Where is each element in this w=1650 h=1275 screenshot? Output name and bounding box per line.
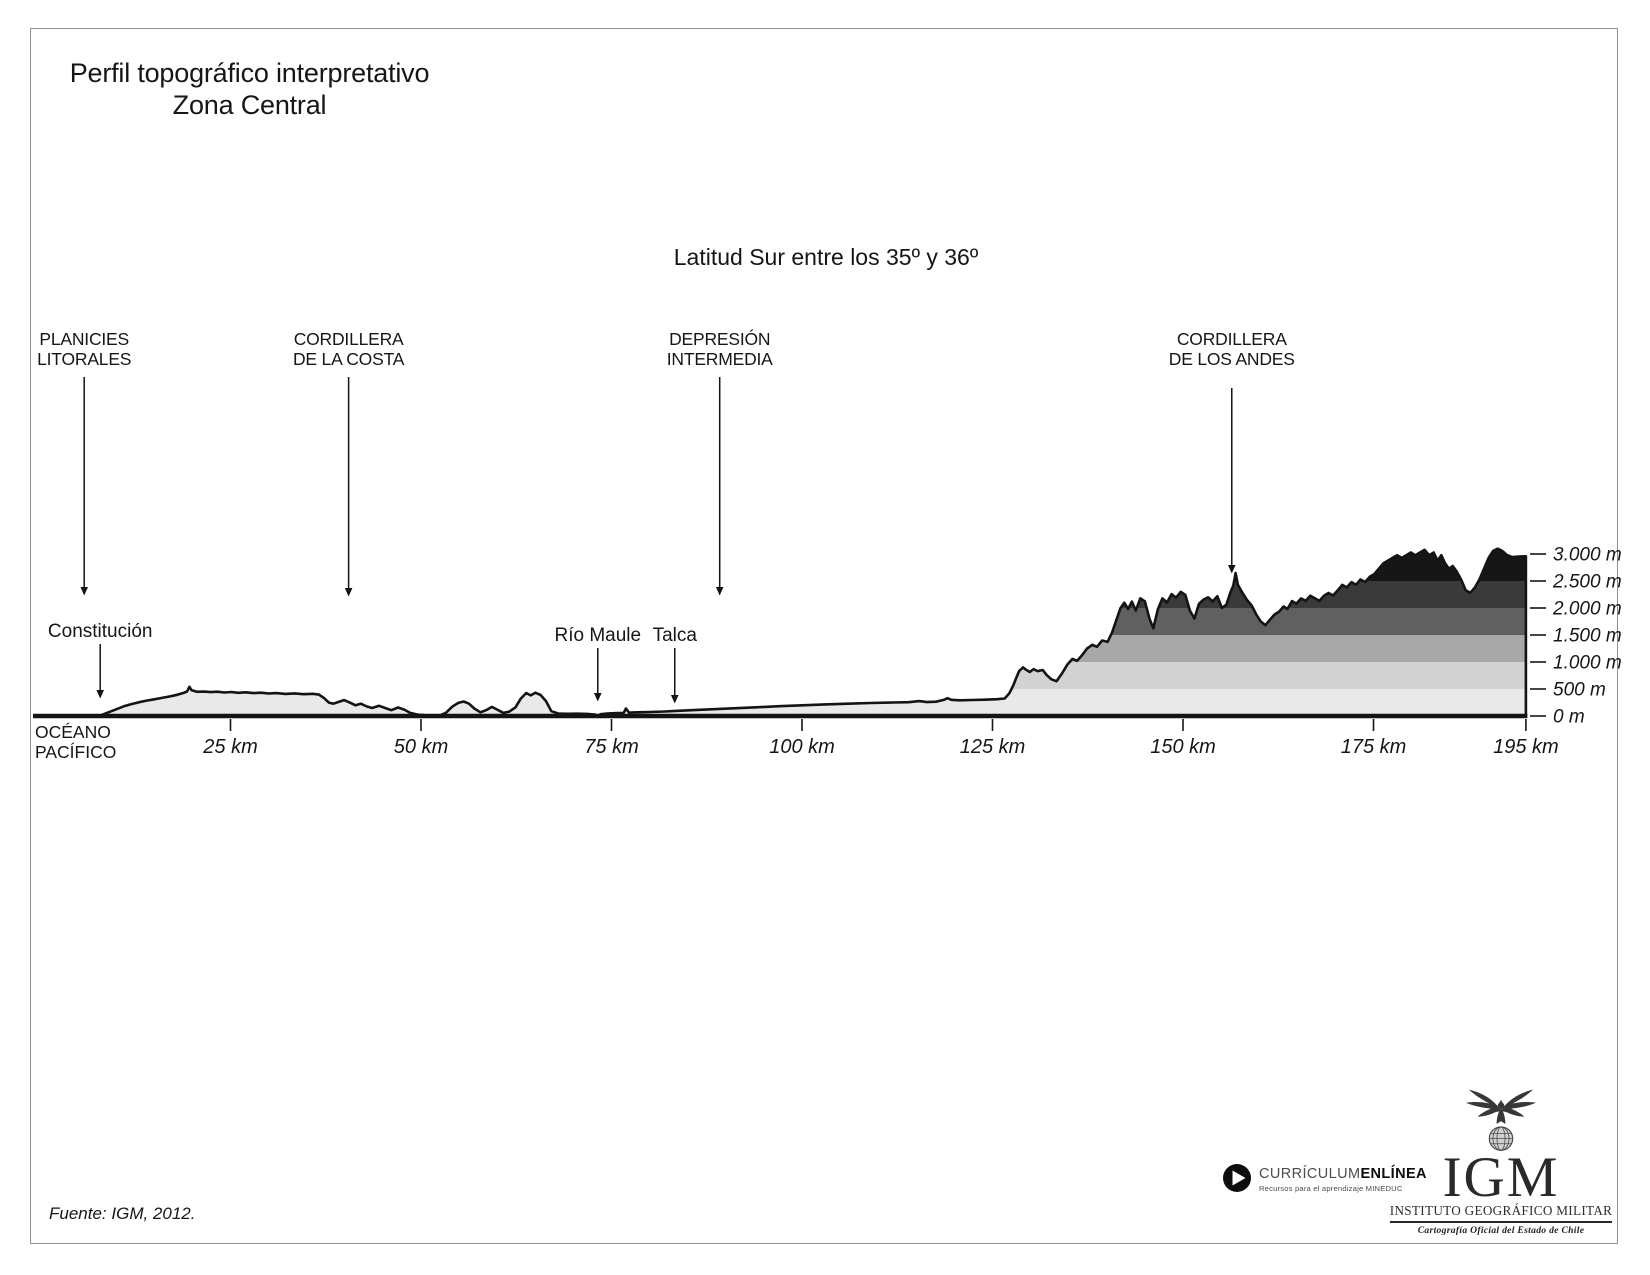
x-axis-tick-label: 50 km	[394, 736, 448, 758]
elevation-band-1000-1500	[99, 635, 1526, 662]
source-note: Fuente: IGM, 2012.	[49, 1204, 196, 1223]
play-circle-icon	[1223, 1164, 1251, 1192]
y-axis-tick-label: 1.500 m	[1553, 626, 1622, 647]
elevation-band-500-1000	[99, 662, 1526, 689]
x-axis-tick-label: 75 km	[584, 736, 638, 758]
enlinea-word: ENLÍNEA	[1360, 1166, 1427, 1182]
region-label-cordillera-de-la-costa: DE LA COSTA	[293, 349, 405, 369]
region-label-cordillera-de-la-costa: CORDILLERA	[294, 329, 404, 349]
elevation-band-2000-2500	[99, 581, 1526, 608]
y-axis-tick-label: 2.000 m	[1552, 599, 1622, 620]
page-title-line1: Perfil topográfico interpretativo	[69, 58, 430, 88]
region-label-cordillera-de-los-andes: CORDILLERA	[1177, 329, 1287, 349]
page-title: Perfil topográfico interpretativo Zona C…	[62, 58, 437, 122]
curriculum-logo-text: CURRÍCULUMENLÍNEA Recursos para el apren…	[1259, 1167, 1427, 1193]
place-label-talca: Talca	[653, 625, 698, 646]
igm-institute-name: INSTITUTO GEOGRÁFICO MILITAR	[1389, 1203, 1613, 1224]
x-axis-tick-label: 150 km	[1150, 736, 1216, 758]
region-label-depresion-intermedia: INTERMEDIA	[667, 349, 773, 369]
igm-tagline: Cartografía Oficial del Estado de Chile	[1417, 1225, 1585, 1237]
y-axis-tick-label: 2.500 m	[1552, 572, 1622, 593]
place-label-constitucion: Constitución	[48, 621, 153, 642]
y-axis-tick-label: 3.000 m	[1553, 545, 1622, 566]
region-label-depresion-intermedia: DEPRESIÓN	[669, 328, 770, 349]
curriculum-tagline: Recursos para el aprendizaje MINEDUC	[1259, 1183, 1403, 1193]
region-label-planicies-litorales: LITORALES	[37, 349, 131, 369]
x-axis-tick-label: 195 km	[1493, 736, 1559, 758]
x-axis-tick-label: 125 km	[960, 736, 1026, 758]
igm-logo: IGM INSTITUTO GEOGRÁFICO MILITAR Cartogr…	[1389, 1086, 1613, 1237]
region-label-cordillera-de-los-andes: DE LOS ANDES	[1169, 349, 1295, 369]
x-axis-tick-label: 25 km	[202, 736, 257, 758]
place-label-rio-maule: Río Maule	[554, 625, 641, 646]
profile-outline	[98, 547, 1528, 718]
curriculum-word: CURRÍCULUM	[1259, 1166, 1361, 1182]
ocean-label: OCÉANO PACÍFICO	[35, 722, 116, 763]
region-label-planicies-litorales: PLANICIES	[39, 329, 129, 349]
y-axis-tick-label: 1.000 m	[1553, 653, 1622, 674]
igm-acronym: IGM	[1442, 1146, 1560, 1209]
elevation-band-2500-3200	[99, 548, 1526, 581]
curriculum-en-linea-logo: CURRÍCULUMENLÍNEA Recursos para el apren…	[1222, 1163, 1427, 1193]
ocean-label-line2: PACÍFICO	[35, 742, 117, 763]
ocean-label-line1: OCÉANO	[35, 722, 111, 742]
x-axis-tick-label: 175 km	[1341, 736, 1407, 758]
y-axis-tick-label: 0 m	[1553, 707, 1585, 728]
eagle-globe-emblem-icon	[1465, 1089, 1537, 1151]
latitude-subtitle: Latitud Sur entre los 35º y 36º	[673, 244, 979, 270]
page-title-line2: Zona Central	[172, 89, 327, 120]
x-axis-tick-label: 100 km	[769, 736, 835, 758]
elevation-band-1500-2000	[99, 608, 1526, 635]
y-axis-tick-label: 500 m	[1553, 680, 1606, 701]
